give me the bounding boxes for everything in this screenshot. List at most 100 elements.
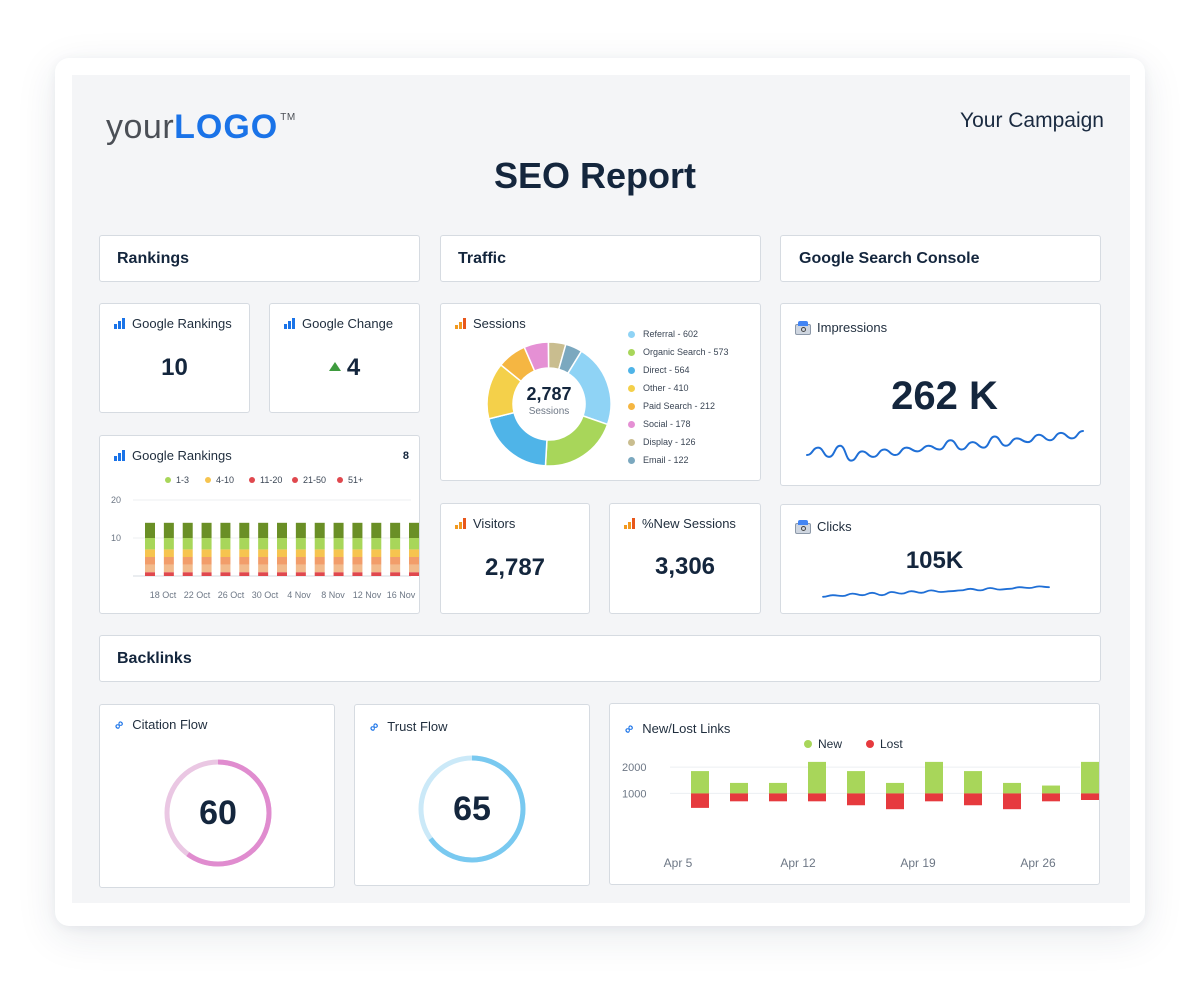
bar-segment [371, 557, 382, 565]
x-tick-label: 16 Nov [387, 590, 416, 600]
kpi-value: 3,306 [654, 553, 716, 580]
donut-slice [487, 411, 548, 467]
bar-segment [409, 572, 419, 576]
bar-segment [409, 557, 419, 565]
google-change-kpi-card[interactable]: Google Change 4 [269, 303, 420, 413]
bar-segment [220, 564, 231, 573]
bar-segment [277, 564, 287, 573]
bar-segment [352, 564, 363, 573]
bar-segment [390, 557, 401, 565]
impressions-card[interactable]: Impressions 262 K [780, 303, 1101, 486]
x-tick-label: 4 Nov [287, 590, 311, 600]
new-bar [730, 782, 748, 794]
new-sessions-card[interactable]: %New Sessions 3,306 [609, 503, 761, 614]
bar-segment [333, 572, 344, 576]
legend-item: Referral - 602 [628, 325, 729, 343]
card-label: Visitors [473, 516, 516, 531]
legend-item: Organic Search - 573 [628, 343, 729, 361]
gauge-arc [164, 759, 272, 867]
logo-text-your: your [106, 108, 175, 146]
google-rankings-kpi-card[interactable]: Google Rankings 10 [99, 303, 250, 413]
bar-segment [239, 557, 250, 565]
legend-swatch [165, 477, 171, 483]
bar-segment [352, 538, 363, 550]
legend-swatch [628, 366, 635, 374]
brand-logo: yourLOGO TM [106, 108, 296, 147]
bar-segment [371, 522, 382, 538]
new-bar [769, 782, 787, 794]
x-tick-label: 26 Oct [218, 590, 245, 600]
card-label: Clicks [817, 519, 852, 534]
visitors-card[interactable]: Visitors 2,787 [440, 503, 590, 614]
bar-segment [220, 549, 231, 557]
clicks-card[interactable]: Clicks 105K [780, 504, 1101, 614]
lost-bar [847, 793, 865, 806]
legend-label: 1-3 [176, 475, 189, 485]
bar-segment [371, 572, 382, 576]
legend-label: 4-10 [216, 475, 234, 485]
new-bar [964, 771, 982, 794]
gauge-value: 65 [453, 790, 491, 828]
card-title: ∞ New/Lost Links [620, 720, 730, 737]
link-icon: ∞ [365, 717, 383, 736]
card-title: ∞ Citation Flow [110, 716, 207, 733]
legend-swatch [628, 384, 635, 392]
logo-text-brand: LOGO [174, 108, 279, 146]
new-bar [1042, 785, 1060, 794]
bar-segment [239, 549, 250, 557]
bar-segment [145, 557, 155, 565]
lost-bar [1081, 793, 1099, 800]
legend-label: Lost [880, 737, 903, 751]
card-title: Clicks [795, 519, 852, 534]
page-title: SEO Report [493, 155, 697, 196]
lost-bar [769, 793, 787, 802]
gauge-value: 60 [199, 794, 237, 832]
sessions-card[interactable]: Sessions 2,787 Sessions Referral - 602 Or… [440, 303, 761, 481]
campaign-name: Your Campaign [960, 109, 1104, 132]
legend-item: Paid Search - 212 [628, 397, 729, 415]
trust-flow-card[interactable]: ∞ Trust Flow 65 [354, 704, 590, 886]
legend-label: New [818, 737, 842, 751]
lost-bar [730, 793, 748, 802]
new-lost-bar-chart: New Lost 2000 1000 Apr 5 Apr 12 Apr 19 Apr 26 [622, 737, 1099, 870]
x-tick-label: 30 Oct [252, 590, 279, 600]
bar-segment [352, 572, 363, 576]
bar-segment [333, 538, 344, 550]
x-tick-label: Apr 12 [780, 856, 816, 870]
google-rankings-chart-card[interactable]: Google Rankings 8 1-3 4-10 11-20 21-50 51+ 20… [99, 435, 420, 614]
lost-bar [1003, 793, 1021, 810]
y-tick-label: 1000 [622, 788, 646, 800]
bar-segment [390, 549, 401, 557]
kpi-value-wrap: 4 [270, 354, 419, 382]
bar-segment [145, 564, 155, 573]
kpi-value: 4 [346, 354, 361, 381]
y-tick-label: 20 [111, 495, 121, 505]
legend-label: Paid Search - 212 [643, 401, 716, 411]
legend-item: Display - 126 [628, 433, 729, 451]
card-label: Impressions [817, 320, 888, 335]
bar-segment [182, 522, 193, 538]
kpi-value: 10 [161, 354, 188, 381]
link-icon: ∞ [110, 715, 128, 734]
impressions-sparkline [806, 430, 1084, 462]
bar-segment [163, 549, 174, 557]
bar-segment [333, 557, 344, 565]
bar-segment [390, 572, 401, 576]
lost-bar [808, 793, 826, 802]
bar-segment [295, 572, 306, 576]
new-bar [1003, 782, 1021, 794]
card-label: %New Sessions [642, 516, 736, 531]
legend-swatch [628, 438, 635, 446]
clicks-sparkline [822, 585, 1050, 598]
bar-segment [182, 549, 193, 557]
legend-label: Email - 122 [643, 455, 689, 465]
citation-flow-card[interactable]: ∞ Citation Flow 60 [99, 704, 335, 888]
new-lost-links-card[interactable]: ∞ New/Lost Links New Lost 2000 1000 Apr 5 Apr… [609, 703, 1100, 885]
card-title: %New Sessions [624, 516, 736, 531]
new-bar [847, 771, 865, 794]
bar-segment [145, 538, 155, 550]
card-title: Google Change [284, 316, 393, 331]
card-label: Trust Flow [387, 719, 448, 734]
kpi-value: 2,787 [484, 554, 546, 581]
y-tick-label: 2000 [622, 762, 646, 774]
